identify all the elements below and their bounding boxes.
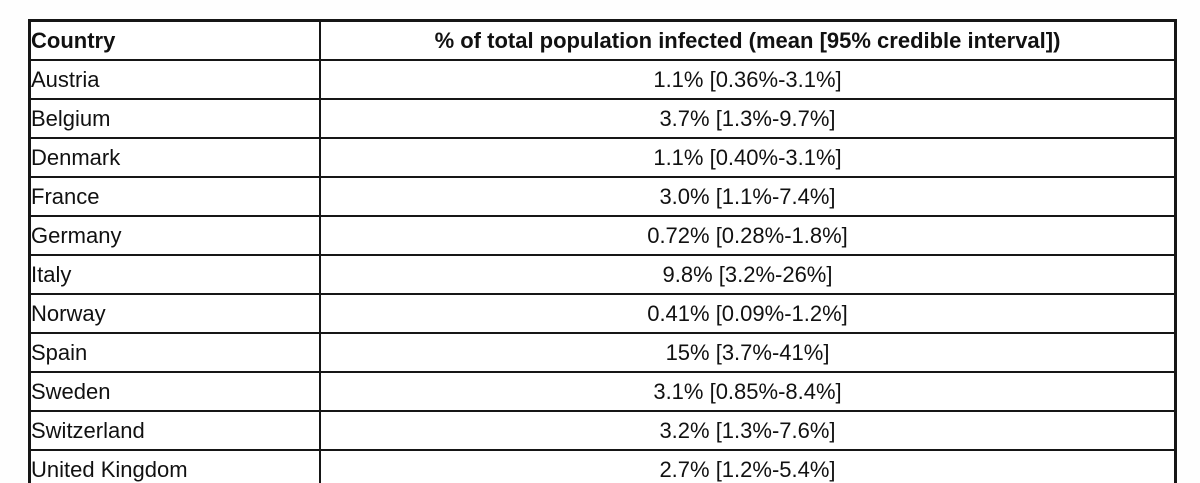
infected-population-table: Country % of total population infected (… [28,19,1177,483]
table-row: Germany 0.72% [0.28%-1.8%] [28,215,1177,256]
country-cell: Switzerland [28,410,321,451]
value-cell: 2.7% [1.2%-5.4%] [319,449,1177,483]
value-cell: 15% [3.7%-41%] [319,332,1177,373]
country-cell: Spain [28,332,321,373]
column-header-percent-infected: % of total population infected (mean [95… [319,19,1177,61]
country-cell: France [28,176,321,217]
table-row: Austria 1.1% [0.36%-3.1%] [28,59,1177,100]
value-cell: 0.72% [0.28%-1.8%] [319,215,1177,256]
value-cell: 1.1% [0.40%-3.1%] [319,137,1177,178]
table-row: Spain 15% [3.7%-41%] [28,332,1177,373]
value-cell: 1.1% [0.36%-3.1%] [319,59,1177,100]
value-cell: 9.8% [3.2%-26%] [319,254,1177,295]
country-cell: Italy [28,254,321,295]
country-cell: Belgium [28,98,321,139]
value-cell: 3.1% [0.85%-8.4%] [319,371,1177,412]
country-cell: Norway [28,293,321,334]
country-cell: Austria [28,59,321,100]
table-row: France 3.0% [1.1%-7.4%] [28,176,1177,217]
table-row: Denmark 1.1% [0.40%-3.1%] [28,137,1177,178]
column-header-country: Country [28,19,321,61]
table-row: United Kingdom 2.7% [1.2%-5.4%] [28,449,1177,483]
country-cell: Denmark [28,137,321,178]
table-row: Belgium 3.7% [1.3%-9.7%] [28,98,1177,139]
table-row: Sweden 3.1% [0.85%-8.4%] [28,371,1177,412]
table-row: Italy 9.8% [3.2%-26%] [28,254,1177,295]
country-cell: Sweden [28,371,321,412]
country-cell: Germany [28,215,321,256]
value-cell: 3.2% [1.3%-7.6%] [319,410,1177,451]
table-row: Switzerland 3.2% [1.3%-7.6%] [28,410,1177,451]
value-cell: 3.7% [1.3%-9.7%] [319,98,1177,139]
header-row: Country % of total population infected (… [28,19,1177,61]
country-cell: United Kingdom [28,449,321,483]
value-cell: 3.0% [1.1%-7.4%] [319,176,1177,217]
table-row: Norway 0.41% [0.09%-1.2%] [28,293,1177,334]
value-cell: 0.41% [0.09%-1.2%] [319,293,1177,334]
